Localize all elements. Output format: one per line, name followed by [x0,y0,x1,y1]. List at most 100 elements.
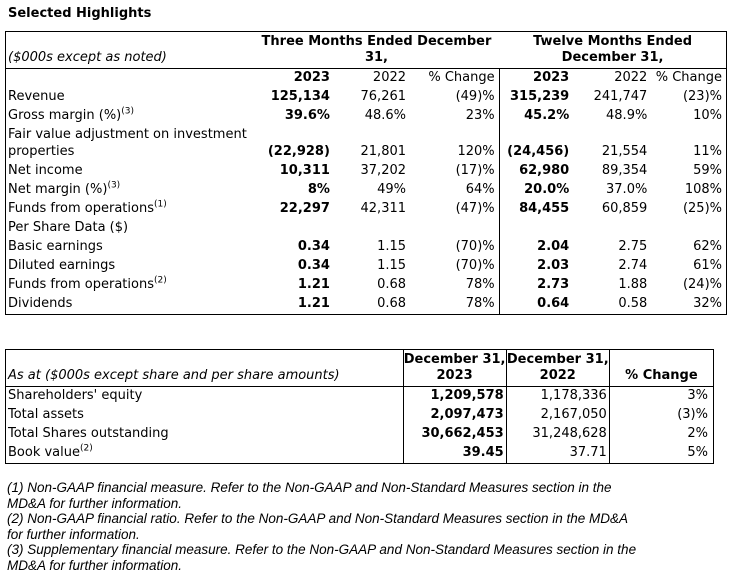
row-label-text: Net margin (%) [8,182,108,197]
value-cell: 31,248,628 [505,425,610,444]
value-cell: 1.15 [377,258,407,273]
group-header-text: Twelve Months Ended December 31, [533,34,693,65]
value-cell: 1,178,336 [505,386,610,406]
row-label: Revenue [6,88,254,107]
table-row: Net income 10,311 37,202 (17)% 62,980 89… [6,162,727,181]
value-cell: 120% [457,144,495,159]
group-header-three-months: Three Months Ended December 31, [253,31,500,69]
footnote: (1) Non-GAAP financial measure. Refer to… [7,480,612,511]
unit-note: ($000s except as noted) [5,31,254,69]
value-cell [498,219,572,238]
value-cell: 49% [377,182,407,197]
value-cell: 315,239 [498,88,572,107]
footnote: (2) Non-GAAP financial ratio. Refer to t… [7,511,628,542]
footnote-ref: (2) [80,443,93,454]
value-cell: 20.0% [498,181,572,200]
value-cell: (25)% [682,201,722,216]
value-cell [332,219,408,238]
row-label-text: Fair value adjustment on investment prop… [8,127,247,159]
value-cell: 78% [465,277,495,292]
value-cell [254,219,332,238]
value-cell: 22,297 [279,201,330,216]
table-row: Funds from operations(2) 1.21 0.68 78% 2… [6,276,727,295]
value-cell: 37.0% [606,182,648,197]
value-cell: 0.68 [377,277,407,292]
table-row: Net margin (%)(3) 8% 49% 64% 20.0% 37.0%… [6,181,727,200]
row-label-text: Total assets [8,407,84,422]
value-cell: 0.64 [498,295,572,315]
group-header-twelve-months: Twelve Months Ended December 31, [499,31,727,69]
table-row: Funds from operations(1) 22,297 42,311 (… [6,200,727,219]
value-cell: 2.73 [498,276,572,295]
table-row: Dividends 1.21 0.68 78% 0.64 0.58 32% [6,295,727,315]
value-cell: 21,801 [360,144,407,159]
table-row: Book value(2) 39.45 37.71 5% [6,444,714,464]
table-row: Basic earnings 0.34 1.15 (70)% 2.04 2.75… [6,238,727,257]
table-row: Fair value adjustment on investment prop… [6,126,727,162]
table-row: Gross margin (%)(3) 39.6% 48.6% 23% 45.2… [6,107,727,126]
value-cell: 76,261 [360,89,407,104]
col-header: % Change [655,70,722,85]
empty-cell [6,69,254,89]
value-cell: 10% [693,108,722,123]
value-cell: 0.68 [377,296,407,311]
row-label-text: Funds from operations [8,201,154,216]
row-label-text: Total Shares outstanding [8,426,169,441]
row-label-text: Gross margin (%) [8,108,122,123]
unit-note: As at ($000s except share and per share … [5,349,404,387]
value-cell: 62,980 [498,162,572,181]
row-label: Diluted earnings [6,257,254,276]
value-cell: 241,747 [593,89,648,104]
row-label-text: Diluted earnings [8,258,116,273]
value-cell: 2% [608,425,714,444]
table-row: Per Share Data ($) [6,219,727,238]
row-label-text: Revenue [8,89,65,104]
value-cell: 39.45 [402,444,507,464]
row-label: Total assets [6,406,404,425]
value-cell: 21,554 [601,144,648,159]
value-cell: 2.74 [618,258,648,273]
value-cell: 2,167,050 [505,406,610,425]
value-cell: 11% [693,144,722,159]
value-cell: 0.58 [618,296,648,311]
value-cell: 32% [693,296,722,311]
quarterly-highlights-table: ($000s except as noted) Three Months End… [5,31,727,315]
row-label-text: Book value [8,445,80,460]
col-header: December 31, 2023 [402,349,507,387]
value-cell: 1.21 [297,296,330,311]
value-cell: 3% [608,386,714,406]
row-label: Gross margin (%)(3) [6,107,254,126]
value-cell: 45.2% [498,107,572,126]
value-cell: (22,928) [267,144,330,159]
value-cell: 1.88 [618,277,648,292]
value-cell: 48.6% [364,108,407,123]
col-header: 2023 [293,70,330,85]
value-cell: 1,209,578 [402,386,507,406]
value-cell: 5% [608,444,714,464]
row-label-text: Basic earnings [8,239,103,254]
group-header-row: ($000s except as noted) Three Months End… [5,31,727,69]
row-label-text: Per Share Data ($) [8,220,129,235]
value-cell: 48.9% [606,108,648,123]
value-cell: (47)% [455,201,495,216]
column-header-row: As at ($000s except share and per share … [5,349,714,387]
value-cell: 10,311 [279,163,330,178]
footnote-ref: (2) [153,275,167,286]
value-cell: (3)% [608,406,714,425]
group-header-text: Three Months Ended December 31, [261,34,492,65]
row-label: Per Share Data ($) [6,219,254,238]
col-header: 2022 [614,70,648,85]
column-header-row: 2023 2022 % Change 2023 2022 % Change [6,68,727,89]
value-cell: 125,134 [270,89,330,104]
table-row: Shareholders' equity 1,209,578 1,178,336… [6,386,714,407]
value-cell: 8% [307,182,330,197]
row-label: Dividends [6,295,254,315]
value-cell: 89,354 [601,163,648,178]
value-cell: 64% [465,182,495,197]
row-label: Funds from operations(2) [6,276,254,295]
col-header: December 31, 2022 [505,349,610,387]
value-cell: 42,311 [360,201,407,216]
col-header: % Change [608,349,714,387]
row-label: Funds from operations(1) [6,200,254,219]
row-label: Shareholders' equity [6,387,404,407]
